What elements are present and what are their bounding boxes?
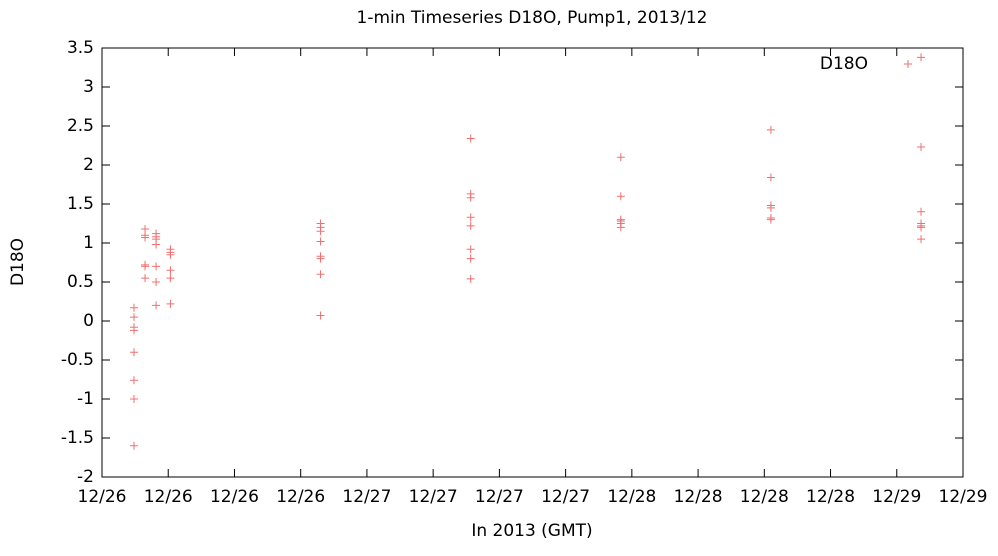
data-point [616, 153, 625, 162]
data-point [466, 221, 475, 230]
data-point [766, 173, 775, 182]
y-tick-label: 3.5 [67, 38, 94, 58]
data-point [141, 262, 150, 271]
data-point [316, 227, 325, 236]
data-point [130, 376, 139, 385]
y-axis-label: D18O [8, 238, 28, 286]
data-point [130, 326, 139, 335]
data-point [152, 262, 161, 271]
data-point [466, 193, 475, 202]
x-tick-label: 12/27 [409, 487, 458, 507]
data-point [130, 303, 139, 312]
data-point [466, 213, 475, 222]
data-point [766, 125, 775, 134]
y-tick-label: 0.5 [67, 272, 94, 292]
data-point [766, 203, 775, 212]
x-tick-label: 12/26 [78, 487, 127, 507]
data-point [616, 192, 625, 201]
x-tick-label: 12/28 [607, 487, 656, 507]
y-tick-label: -1 [77, 389, 94, 409]
data-point [152, 278, 161, 286]
chart-title: 1-min Timeseries D18O, Pump1, 2013/12 [357, 8, 708, 28]
data-point [917, 53, 926, 62]
data-point [141, 274, 150, 283]
x-tick-label: 12/26 [144, 487, 193, 507]
data-point [166, 274, 175, 283]
data-point [466, 245, 475, 254]
legend-marker [904, 60, 912, 68]
data-point [917, 207, 926, 216]
data-point [152, 301, 161, 310]
x-tick-label: 12/27 [475, 487, 524, 507]
y-tick-label: -0.5 [61, 350, 94, 370]
y-tick-label: 0 [83, 311, 94, 331]
y-tick-label: 1 [83, 233, 94, 253]
data-point [616, 223, 625, 232]
x-tick-label: 12/26 [210, 487, 259, 507]
data-point [466, 274, 475, 283]
data-point [166, 250, 175, 259]
x-tick-label: 12/28 [674, 487, 723, 507]
x-tick-label: 12/26 [276, 487, 325, 507]
y-tick-label: -1.5 [61, 428, 94, 448]
data-point [316, 237, 325, 246]
data-point [166, 266, 175, 275]
data-point [466, 254, 475, 263]
data-point [316, 270, 325, 279]
x-tick-label: 12/27 [342, 487, 391, 507]
x-tick-label: 12/27 [541, 487, 590, 507]
data-point [130, 313, 139, 322]
legend-label: D18O [820, 54, 868, 74]
plot-frame [101, 47, 964, 478]
y-tick-label: 3 [83, 77, 94, 97]
y-tick-label: 1.5 [67, 194, 94, 214]
data-point [166, 299, 175, 308]
data-point [152, 240, 161, 249]
data-point [917, 223, 926, 232]
y-tick-label: 2.5 [67, 116, 94, 136]
data-point [316, 311, 325, 320]
y-tick-label: -2 [77, 467, 94, 487]
data-point [917, 143, 926, 152]
data-point [917, 235, 926, 244]
data-point [130, 441, 139, 450]
data-point [316, 254, 325, 263]
y-tick-label: 2 [83, 155, 94, 175]
data-point [141, 233, 150, 242]
x-tick-label: 12/29 [939, 487, 988, 507]
x-tick-label: 12/28 [740, 487, 789, 507]
data-point [130, 395, 139, 403]
data-point [766, 215, 775, 224]
data-point [466, 134, 475, 143]
x-tick-label: 12/29 [872, 487, 921, 507]
x-axis-label: In 2013 (GMT) [471, 521, 592, 541]
data-point [130, 348, 139, 357]
x-tick-label: 12/28 [806, 487, 855, 507]
